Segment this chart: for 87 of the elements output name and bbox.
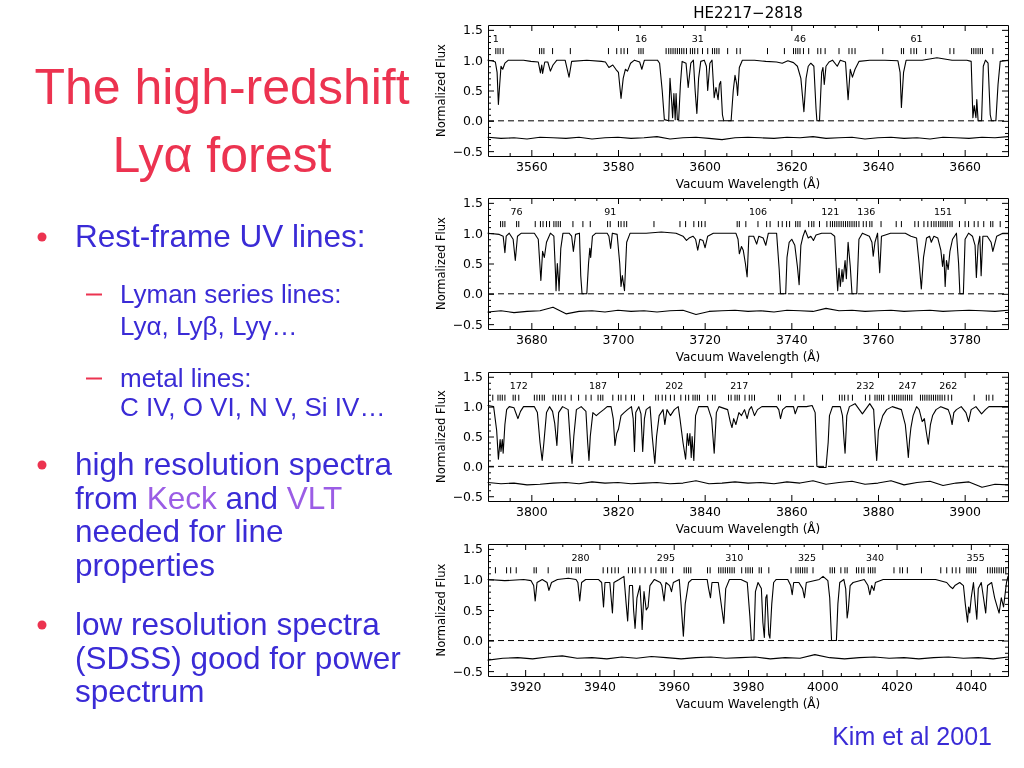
y-tick-label: 0.0 bbox=[463, 458, 484, 474]
text: The high-redshift Lyα forest bbox=[34, 59, 410, 183]
text: metal lines: bbox=[120, 363, 252, 393]
annotation: 340 bbox=[865, 552, 885, 564]
annotation: 280 bbox=[571, 552, 590, 564]
y-tick-label: 1.0 bbox=[463, 399, 484, 415]
annotation: 76 bbox=[510, 206, 523, 218]
x-axis-title: Vacuum Wavelength (Å) bbox=[675, 696, 821, 711]
y-tick-label: 0.5 bbox=[463, 602, 483, 618]
x-tick-label: 3880 bbox=[862, 503, 895, 519]
y-tick-label: 1.0 bbox=[463, 52, 484, 68]
annotation: 355 bbox=[966, 552, 985, 564]
annotation: 232 bbox=[856, 379, 875, 391]
y-tick-label: 0.5 bbox=[463, 83, 483, 98]
annotation: 325 bbox=[797, 552, 817, 564]
x-tick-label: 3580 bbox=[602, 158, 635, 174]
x-tick-label: 3900 bbox=[949, 503, 982, 519]
annotation: 172 bbox=[509, 379, 528, 391]
x-tick-label: 3640 bbox=[862, 158, 895, 174]
text: Lyman series lines: bbox=[120, 279, 342, 309]
x-tick-label: 3840 bbox=[689, 503, 722, 519]
y-axis-title: Normalized Flux bbox=[434, 216, 448, 310]
text: high resolution spectra from Keck and VLT needed for line properties bbox=[75, 446, 392, 583]
text: Kim et al 2001 bbox=[832, 722, 992, 750]
text: Rest-frame UV lines: bbox=[75, 218, 366, 254]
annotation: 16 bbox=[634, 33, 648, 45]
annotation: 310 bbox=[725, 552, 744, 564]
y-tick-label: 0.0 bbox=[463, 113, 484, 129]
x-tick-label: 3700 bbox=[602, 331, 635, 347]
y-tick-label: 0.0 bbox=[463, 633, 484, 649]
x-tick-label: 3780 bbox=[949, 331, 982, 347]
annotation: 217 bbox=[730, 379, 749, 391]
x-tick-label: 3560 bbox=[515, 158, 548, 174]
text: low resolution spectra (SDSS) good for power spectrum bbox=[75, 606, 401, 709]
y-tick-label: −0.5 bbox=[452, 316, 483, 332]
x-tick-label: 3920 bbox=[509, 678, 542, 694]
y-axis-title: Normalized Flux bbox=[434, 563, 448, 657]
annotation: 151 bbox=[933, 206, 953, 218]
x-tick-label: 3620 bbox=[775, 158, 808, 174]
x-tick-label: 4040 bbox=[955, 678, 988, 694]
y-tick-label: 1.5 bbox=[463, 369, 483, 385]
x-axis-title: Vacuum Wavelength (Å) bbox=[675, 176, 821, 191]
y-tick-label: 0.0 bbox=[463, 286, 484, 302]
x-tick-label: 3960 bbox=[658, 678, 691, 694]
annotation: 61 bbox=[910, 33, 923, 45]
annotation: 247 bbox=[898, 379, 917, 391]
y-tick-label: −0.5 bbox=[452, 143, 483, 159]
annotation: 121 bbox=[821, 206, 840, 218]
y-tick-label: 1.5 bbox=[463, 541, 483, 557]
x-tick-label: 3680 bbox=[515, 331, 548, 347]
text: C IV, O VI, N V, Si IV… bbox=[120, 392, 386, 422]
annotation: 31 bbox=[691, 33, 704, 45]
y-tick-label: 0.5 bbox=[463, 429, 483, 444]
x-tick-label: 3820 bbox=[602, 503, 635, 519]
annotation: 187 bbox=[589, 379, 608, 391]
x-tick-label: 4020 bbox=[881, 678, 914, 694]
annotation: 136 bbox=[857, 206, 876, 218]
x-axis-title: Vacuum Wavelength (Å) bbox=[675, 349, 821, 364]
y-tick-label: 0.5 bbox=[463, 256, 483, 271]
y-tick-label: −0.5 bbox=[452, 663, 483, 679]
annotation: 91 bbox=[604, 206, 617, 218]
x-tick-label: 3660 bbox=[949, 158, 982, 174]
y-tick-label: 1.0 bbox=[463, 225, 484, 241]
y-tick-label: 1.0 bbox=[463, 571, 484, 587]
annotation: 262 bbox=[939, 379, 958, 391]
x-tick-label: 3940 bbox=[584, 678, 616, 694]
annotation: 106 bbox=[748, 206, 768, 218]
annotation: 1 bbox=[492, 33, 499, 45]
x-tick-label: 3740 bbox=[775, 331, 808, 347]
x-tick-label: 3800 bbox=[515, 503, 548, 519]
y-tick-label: 1.5 bbox=[463, 22, 483, 38]
x-tick-label: 3860 bbox=[775, 503, 808, 519]
annotation: 295 bbox=[656, 552, 675, 564]
x-tick-label: 3760 bbox=[862, 331, 895, 347]
x-tick-label: 3980 bbox=[732, 678, 765, 694]
annotation: 46 bbox=[793, 33, 807, 45]
y-axis-title: Normalized Flux bbox=[434, 43, 448, 137]
annotation: 202 bbox=[665, 379, 684, 391]
text: Lyα, Lyβ, Lyγ… bbox=[120, 311, 298, 341]
x-axis-title: Vacuum Wavelength (Å) bbox=[675, 521, 821, 536]
x-tick-label: 4000 bbox=[806, 678, 839, 694]
y-tick-label: −0.5 bbox=[452, 488, 483, 504]
x-tick-label: 3600 bbox=[689, 158, 722, 174]
y-tick-label: 1.5 bbox=[463, 195, 483, 211]
y-axis-title: Normalized Flux bbox=[434, 389, 448, 483]
chart-title: HE2217−2818 bbox=[693, 4, 803, 22]
x-tick-label: 3720 bbox=[689, 331, 722, 347]
